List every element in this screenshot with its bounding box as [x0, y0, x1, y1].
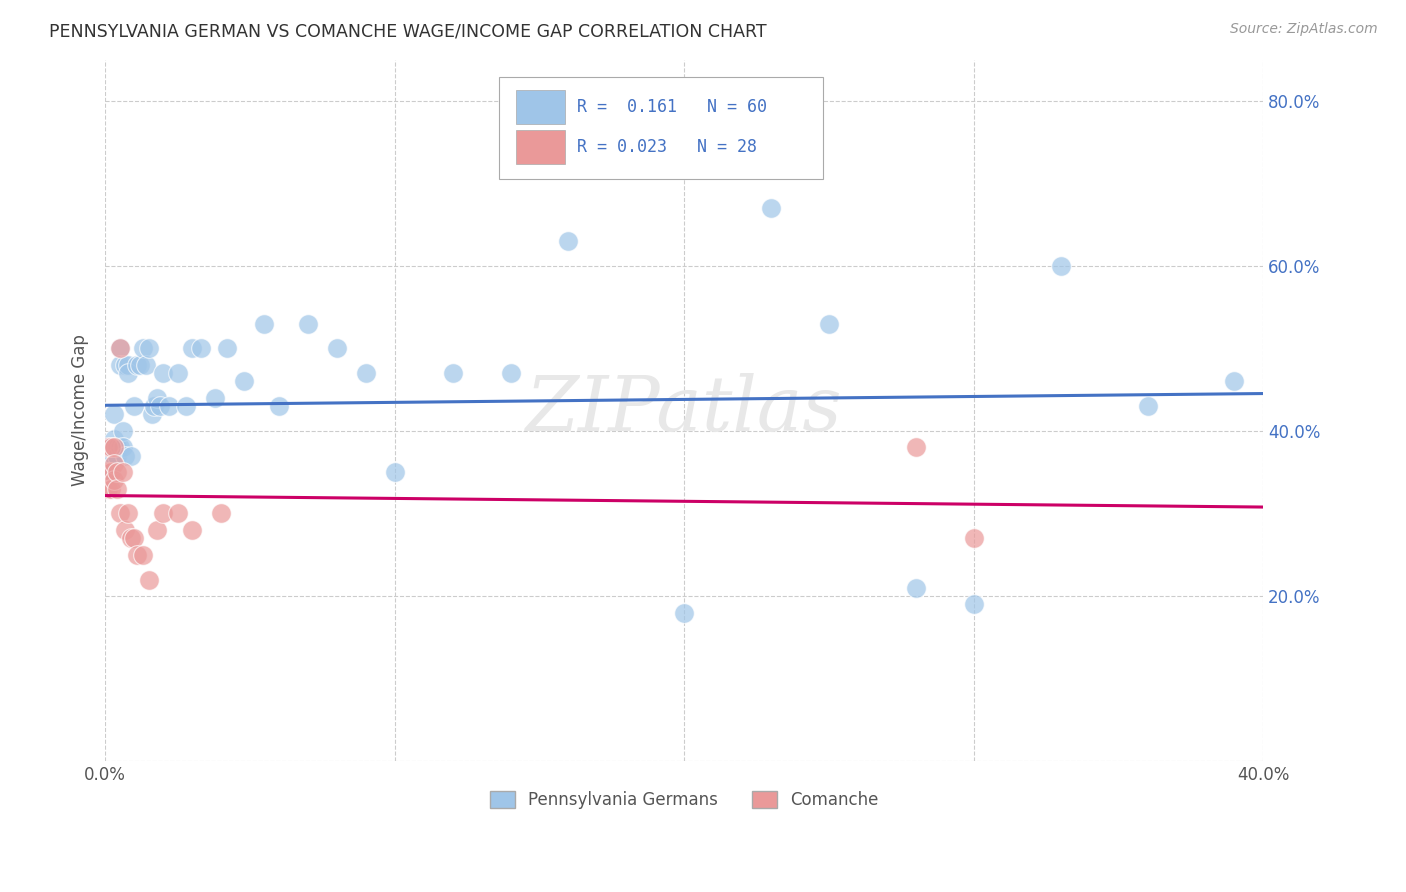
- Point: [132, 548, 155, 562]
- Point: [103, 441, 125, 455]
- Point: [122, 531, 145, 545]
- Point: [499, 366, 522, 380]
- Point: [100, 482, 122, 496]
- Point: [105, 441, 128, 455]
- Point: [103, 441, 125, 455]
- Point: [103, 474, 125, 488]
- Legend: Pennsylvania Germans, Comanche: Pennsylvania Germans, Comanche: [484, 784, 884, 816]
- Point: [441, 366, 464, 380]
- Point: [190, 342, 212, 356]
- Point: [297, 317, 319, 331]
- Point: [157, 399, 180, 413]
- Point: [125, 548, 148, 562]
- Point: [759, 201, 782, 215]
- Text: Source: ZipAtlas.com: Source: ZipAtlas.com: [1230, 22, 1378, 37]
- Point: [105, 449, 128, 463]
- Point: [97, 441, 120, 455]
- Point: [97, 441, 120, 455]
- Point: [117, 507, 139, 521]
- Text: ZIPatlas: ZIPatlas: [526, 374, 842, 448]
- Point: [108, 358, 131, 372]
- Point: [181, 523, 204, 537]
- Point: [209, 507, 232, 521]
- FancyBboxPatch shape: [499, 77, 824, 179]
- Point: [149, 399, 172, 413]
- Point: [100, 457, 122, 471]
- Point: [174, 399, 197, 413]
- Point: [904, 441, 927, 455]
- Point: [97, 465, 120, 479]
- Point: [166, 366, 188, 380]
- Point: [1136, 399, 1159, 413]
- FancyBboxPatch shape: [516, 90, 565, 125]
- Point: [100, 465, 122, 479]
- Point: [215, 342, 238, 356]
- Point: [103, 408, 125, 422]
- Point: [143, 399, 166, 413]
- Point: [108, 507, 131, 521]
- Point: [141, 408, 163, 422]
- Point: [673, 606, 696, 620]
- Point: [100, 441, 122, 455]
- Point: [557, 234, 579, 248]
- Point: [105, 465, 128, 479]
- Point: [114, 449, 136, 463]
- Point: [117, 366, 139, 380]
- Point: [105, 441, 128, 455]
- Point: [105, 482, 128, 496]
- Point: [963, 531, 986, 545]
- Point: [152, 366, 174, 380]
- Point: [267, 399, 290, 413]
- Point: [204, 391, 226, 405]
- Y-axis label: Wage/Income Gap: Wage/Income Gap: [72, 334, 89, 486]
- Point: [132, 342, 155, 356]
- Point: [129, 358, 152, 372]
- Point: [114, 523, 136, 537]
- Point: [100, 449, 122, 463]
- Point: [146, 391, 169, 405]
- Text: R =  0.161   N = 60: R = 0.161 N = 60: [576, 98, 766, 116]
- Point: [117, 358, 139, 372]
- Point: [111, 424, 134, 438]
- Text: PENNSYLVANIA GERMAN VS COMANCHE WAGE/INCOME GAP CORRELATION CHART: PENNSYLVANIA GERMAN VS COMANCHE WAGE/INC…: [49, 22, 766, 40]
- Point: [114, 358, 136, 372]
- Point: [181, 342, 204, 356]
- Point: [97, 449, 120, 463]
- Point: [138, 573, 160, 587]
- Point: [166, 507, 188, 521]
- Point: [963, 597, 986, 611]
- Point: [122, 399, 145, 413]
- Point: [111, 441, 134, 455]
- Point: [108, 441, 131, 455]
- Point: [253, 317, 276, 331]
- Point: [97, 482, 120, 496]
- Point: [1223, 375, 1246, 389]
- Point: [97, 465, 120, 479]
- Point: [146, 523, 169, 537]
- Point: [103, 432, 125, 446]
- Point: [818, 317, 841, 331]
- Point: [103, 449, 125, 463]
- Point: [108, 342, 131, 356]
- Point: [103, 457, 125, 471]
- Point: [100, 465, 122, 479]
- Point: [354, 366, 377, 380]
- Point: [138, 342, 160, 356]
- Point: [904, 581, 927, 595]
- Text: R = 0.023   N = 28: R = 0.023 N = 28: [576, 138, 756, 156]
- Point: [384, 465, 406, 479]
- Point: [233, 375, 256, 389]
- Point: [125, 358, 148, 372]
- Point: [120, 449, 142, 463]
- Point: [135, 358, 157, 372]
- Point: [1049, 259, 1071, 273]
- Point: [120, 531, 142, 545]
- Point: [111, 465, 134, 479]
- Point: [108, 342, 131, 356]
- Point: [326, 342, 349, 356]
- FancyBboxPatch shape: [516, 130, 565, 164]
- Point: [152, 507, 174, 521]
- Point: [100, 441, 122, 455]
